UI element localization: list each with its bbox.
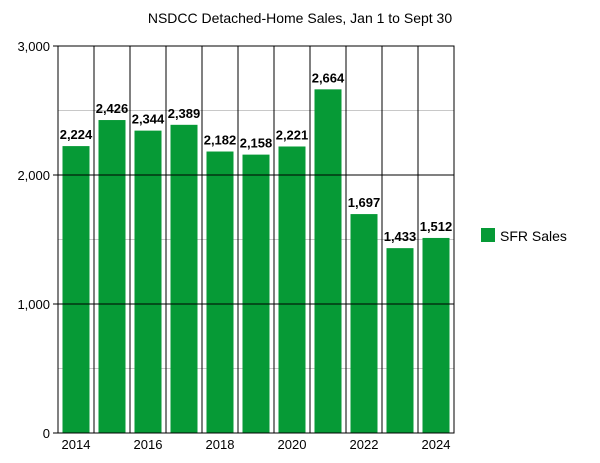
- x-tick-label: 2016: [134, 437, 163, 452]
- plot-border: [57, 45, 455, 434]
- data-label: 2,389: [168, 106, 201, 121]
- x-tick-label: 2022: [350, 437, 379, 452]
- data-label: 2,158: [240, 136, 273, 151]
- bar: [98, 120, 126, 434]
- data-label: 2,224: [60, 127, 93, 142]
- grid-layer: [57, 46, 455, 433]
- legend: SFR Sales: [481, 228, 567, 244]
- data-label: 2,221: [276, 127, 309, 142]
- y-tick-label: 1,000: [17, 297, 50, 312]
- x-axis: 2014 2016 2018 2020 2022 2024: [62, 437, 451, 452]
- data-label: 2,426: [96, 101, 129, 116]
- data-label: 2,664: [312, 70, 345, 85]
- bar: [278, 146, 306, 433]
- bar: [350, 214, 378, 433]
- bar: [170, 124, 198, 433]
- bar: [62, 146, 90, 433]
- data-label: 1,433: [384, 229, 417, 244]
- chart-title: NSDCC Detached-Home Sales, Jan 1 to Sept…: [148, 10, 452, 26]
- y-tick-label: 0: [43, 426, 50, 441]
- x-tick-label: 2014: [62, 437, 91, 452]
- bar: [134, 130, 162, 433]
- y-axis: 0 1,000 2,000 3,000: [17, 39, 58, 441]
- y-tick-label: 2,000: [17, 168, 50, 183]
- x-tick-label: 2018: [206, 437, 235, 452]
- data-label: 2,344: [132, 112, 165, 127]
- bar: [206, 151, 234, 433]
- data-label: 1,512: [420, 219, 453, 234]
- x-tick-label: 2020: [278, 437, 307, 452]
- legend-label: SFR Sales: [500, 228, 567, 244]
- bar: [242, 154, 270, 434]
- bar: [386, 248, 414, 433]
- bars-layer: [62, 89, 450, 434]
- x-tick-label: 2024: [422, 437, 451, 452]
- data-label: 2,182: [204, 133, 237, 148]
- data-label: 1,697: [348, 195, 381, 210]
- y-tick-label: 3,000: [17, 39, 50, 54]
- bar: [314, 89, 342, 434]
- bar: [422, 237, 450, 433]
- legend-swatch: [481, 228, 495, 242]
- plot-frame: [57, 45, 455, 434]
